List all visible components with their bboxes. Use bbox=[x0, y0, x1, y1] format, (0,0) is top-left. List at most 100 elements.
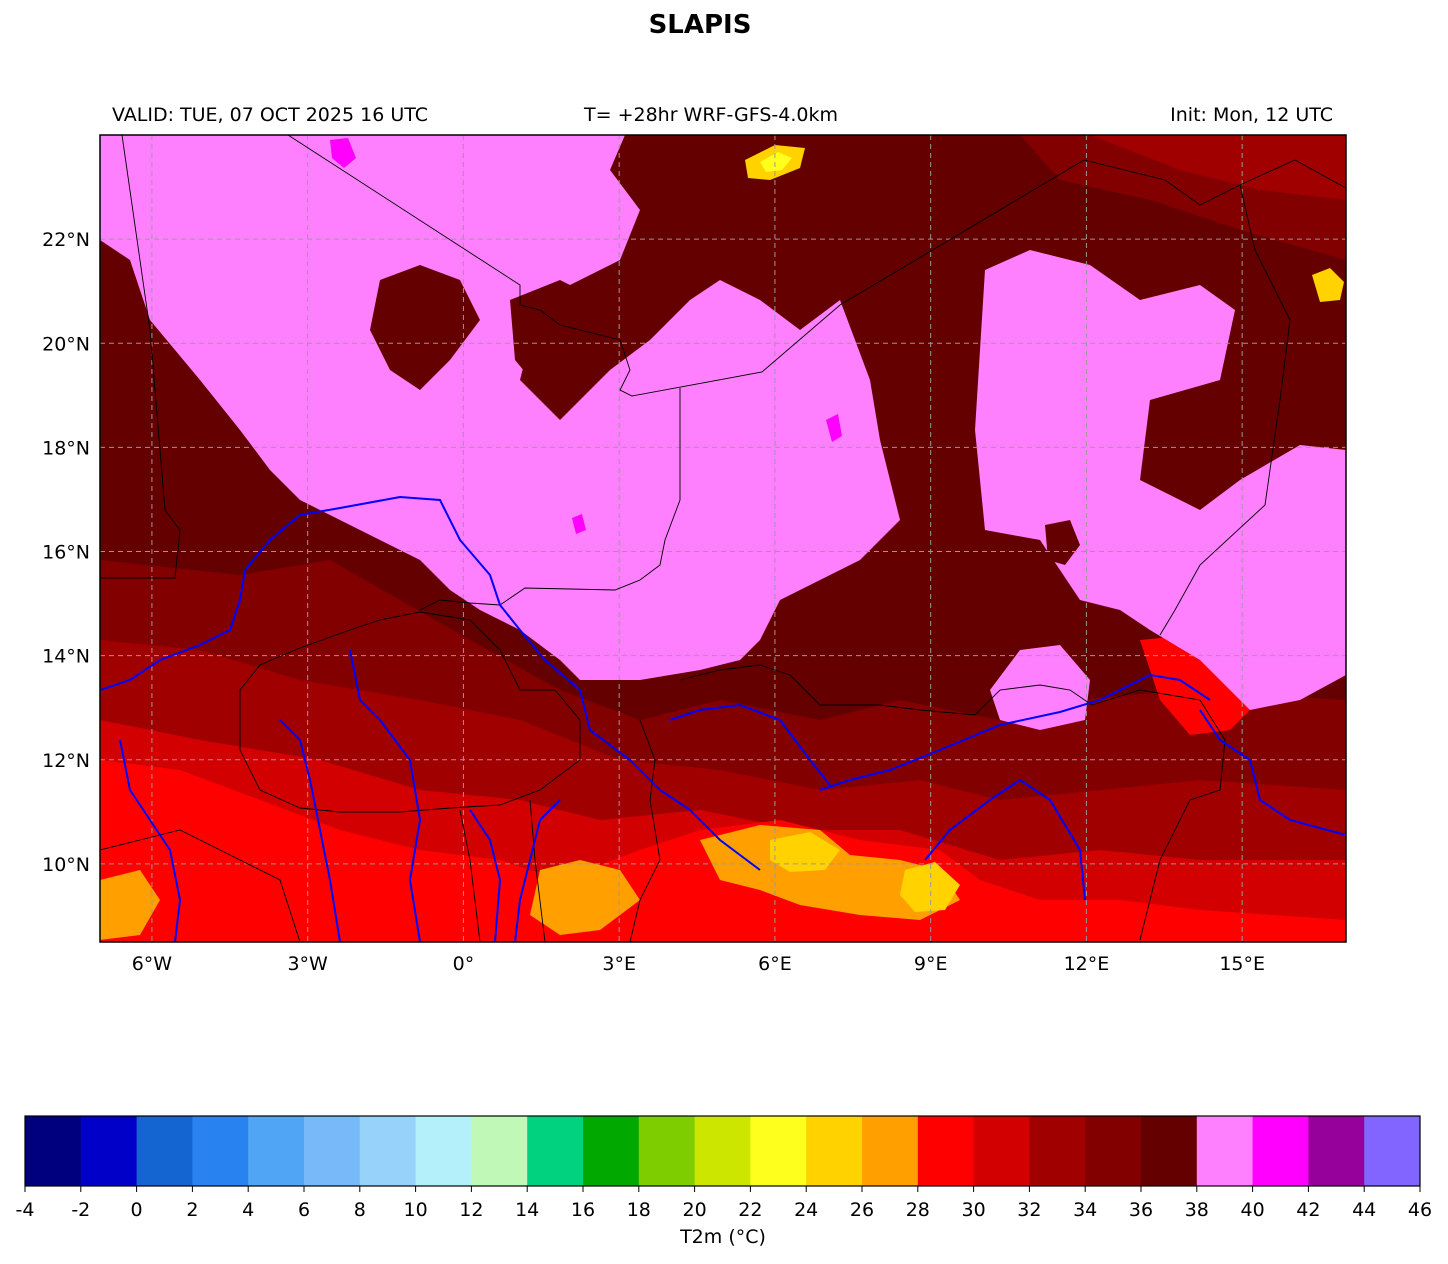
river-kaduna bbox=[514, 799, 561, 942]
temp-zone-38-40-south bbox=[990, 645, 1090, 730]
temp-zone-40-42-a bbox=[330, 138, 356, 168]
border-mali-mauritania bbox=[100, 135, 181, 579]
colorbar-swatch bbox=[1196, 1116, 1254, 1186]
colorbar-tick-label: 12 bbox=[459, 1199, 483, 1221]
colorbar-swatch bbox=[750, 1116, 807, 1186]
init-time-label: Init: Mon, 12 UTC bbox=[1170, 104, 1333, 126]
colorbar-tick-label: 4 bbox=[242, 1199, 254, 1221]
colorbar-swatch bbox=[638, 1116, 696, 1186]
lat-tick-label: 18°N bbox=[42, 437, 90, 459]
colorbar-tick-label: 8 bbox=[354, 1199, 366, 1221]
lon-tick-label: 3°E bbox=[602, 953, 636, 975]
colorbar-frame bbox=[24, 1115, 1421, 1187]
colorbar-tick-label: 22 bbox=[738, 1199, 762, 1221]
colorbar-tick-label: 18 bbox=[627, 1199, 651, 1221]
colorbar-tick-label: 40 bbox=[1241, 1199, 1265, 1221]
temp-zone-38-40-west bbox=[100, 135, 900, 680]
lat-tick-label: 20°N bbox=[42, 333, 90, 355]
colorbar-swatch bbox=[80, 1116, 138, 1186]
forecast-hour-label: T= +28hr WRF-GFS-4.0km bbox=[584, 104, 838, 126]
border-ghana-togo bbox=[459, 799, 546, 942]
colorbar-swatch bbox=[1141, 1116, 1198, 1186]
colorbar-swatch bbox=[862, 1116, 919, 1186]
colorbar-tick-label: 10 bbox=[404, 1199, 428, 1221]
river-oti bbox=[469, 809, 502, 942]
temp-zone-28-30-east bbox=[1140, 635, 1260, 735]
lon-tick-label: 12°E bbox=[1064, 953, 1110, 975]
temp-zone-40-42-b bbox=[826, 414, 842, 442]
colorbar-tick-label: 44 bbox=[1352, 1199, 1376, 1221]
colorbar-swatch bbox=[694, 1116, 751, 1186]
gridlines bbox=[100, 135, 1346, 942]
temp-zone-36-38-blob-b bbox=[510, 280, 610, 390]
valid-time-label: VALID: TUE, 07 OCT 2025 16 UTC bbox=[112, 104, 428, 126]
temp-zone-24-26-a bbox=[770, 832, 840, 872]
river-niger-tributary bbox=[669, 703, 831, 786]
border-chad-cameroon bbox=[1091, 689, 1226, 941]
temp-zone-38-40-center bbox=[975, 250, 1346, 710]
lat-tick-label: 10°N bbox=[42, 854, 90, 876]
lon-tick-label: 9°E bbox=[914, 953, 948, 975]
colorbar-swatch bbox=[1252, 1116, 1309, 1186]
colorbar-swatch bbox=[1085, 1116, 1142, 1186]
colorbar-swatch bbox=[806, 1116, 863, 1186]
lon-tick-label: 3°W bbox=[287, 953, 328, 975]
border-niger-chad bbox=[1159, 184, 1291, 636]
colorbar-tick-label: 34 bbox=[1073, 1199, 1097, 1221]
river-bani bbox=[119, 739, 182, 942]
temperature-field bbox=[100, 135, 1346, 942]
colorbar-tick-label: 32 bbox=[1017, 1199, 1041, 1221]
temp-zone-26-28-b bbox=[530, 860, 640, 935]
colorbar-tick-label: -2 bbox=[71, 1199, 90, 1221]
colorbar-swatch bbox=[136, 1116, 193, 1186]
temp-zone-36-38-blob-a bbox=[370, 265, 480, 390]
rivers bbox=[100, 495, 1346, 942]
lon-tick-label: 6°W bbox=[132, 953, 173, 975]
temp-zone-26-28-a bbox=[700, 825, 960, 920]
colorbar-tick-label: 46 bbox=[1408, 1199, 1432, 1221]
latitude-tick-labels: 10°N 12°N 14°N 16°N 18°N 20°N 22°N bbox=[42, 229, 90, 876]
river-volta-a bbox=[279, 719, 341, 942]
border-nigeria-benin bbox=[629, 719, 661, 942]
lon-tick-label: 0° bbox=[453, 953, 475, 975]
lon-tick-label: 15°E bbox=[1219, 953, 1265, 975]
colorbar-tick-label: 38 bbox=[1185, 1199, 1209, 1221]
river-niger bbox=[100, 495, 761, 871]
river-hadejia bbox=[924, 778, 1086, 901]
lat-tick-label: 12°N bbox=[42, 750, 90, 772]
lat-tick-label: 22°N bbox=[42, 229, 90, 251]
river-volta-b bbox=[349, 649, 422, 942]
temp-zone-22-24-spot bbox=[760, 152, 792, 172]
colorbar-swatch bbox=[1308, 1116, 1365, 1186]
colorbar-swatch bbox=[25, 1116, 82, 1186]
colorbar-tick-label: 42 bbox=[1296, 1199, 1320, 1221]
colorbar-tick-label: 6 bbox=[298, 1199, 310, 1221]
colorbar-tick-label: 2 bbox=[186, 1199, 198, 1221]
temp-zone-36-38-blob-c bbox=[1045, 520, 1080, 565]
country-borders bbox=[100, 135, 1346, 942]
temperature-map: 6°W 3°W 0° 3°E 6°E 9°E 12°E 15°E 10°N 12°N 14°N 16… bbox=[42, 134, 1347, 975]
colorbar-tick-label: 24 bbox=[794, 1199, 818, 1221]
colorbar-tick-label: 14 bbox=[515, 1199, 539, 1221]
colorbar-swatch bbox=[527, 1116, 584, 1186]
colorbar-tick-label: 30 bbox=[962, 1199, 986, 1221]
border-burkina bbox=[239, 611, 581, 813]
colorbar-swatch bbox=[1364, 1116, 1421, 1186]
river-benue bbox=[819, 673, 1211, 791]
temp-zone-40-42-c bbox=[572, 514, 586, 534]
temp-zone-26-28-c bbox=[100, 870, 160, 940]
colorbar-swatch bbox=[583, 1116, 640, 1186]
colorbar-tick-label: -4 bbox=[16, 1199, 35, 1221]
colorbar-tick-label: 36 bbox=[1129, 1199, 1153, 1221]
border-mali-algeria bbox=[287, 135, 1085, 397]
colorbar-swatch bbox=[304, 1116, 361, 1186]
colorbar-tick-label: 0 bbox=[131, 1199, 143, 1221]
lat-tick-label: 16°N bbox=[42, 542, 90, 564]
colorbar-swatch bbox=[917, 1116, 975, 1186]
colorbar-swatch bbox=[359, 1116, 417, 1186]
colorbar-tick-label: 20 bbox=[683, 1199, 707, 1221]
colorbar-swatch bbox=[192, 1116, 249, 1186]
chart-title: SLAPIS bbox=[648, 10, 752, 40]
border-niger-nigeria bbox=[679, 664, 1093, 716]
longitude-tick-labels: 6°W 3°W 0° 3°E 6°E 9°E 12°E 15°E bbox=[132, 953, 1265, 975]
